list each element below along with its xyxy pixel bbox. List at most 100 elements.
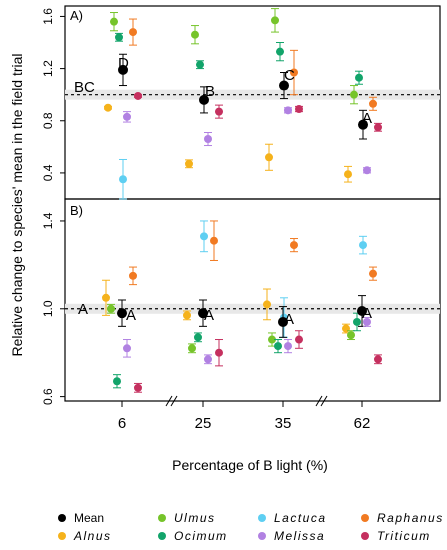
point-a-melissa-6	[123, 111, 131, 123]
letter-a-6: D	[118, 55, 129, 72]
legend-marker-mean	[58, 514, 66, 522]
point-a-triticum-62	[374, 122, 382, 132]
y-tick-label-b-2: 1.4	[41, 212, 55, 229]
point-a-raphanus-35	[290, 49, 298, 96]
point-b-melissa-35	[284, 339, 292, 354]
panel-a-label: A)	[70, 8, 83, 23]
point-b-lactuca-62	[359, 235, 367, 255]
x-axis: 6 25 35 62	[65, 395, 440, 432]
legend-marker-alnus	[58, 532, 66, 540]
legend-marker-raphanus	[361, 514, 369, 522]
point-a-raphanus-6	[129, 18, 137, 46]
y-axis-label: Relative change to species' mean in the …	[9, 53, 25, 356]
panel-a: A) 0.4 0.8 1.2 1.6 D B C A BC	[41, 5, 441, 200]
letter-b-62: A	[362, 305, 372, 322]
point-a-ocimum-25	[196, 60, 204, 70]
point-a-ulmus-6	[110, 12, 118, 32]
letter-a-35: C	[284, 67, 295, 84]
legend-item-melissa: Melissa	[258, 529, 325, 543]
legend-label-ocimum: Ocimum	[174, 529, 228, 543]
point-a-ulmus-35	[271, 8, 279, 33]
legend-marker-melissa	[258, 532, 266, 540]
x-tick-label-35: 35	[275, 415, 292, 432]
legend-label-alnus: Alnus	[73, 529, 112, 543]
legend-label-raphanus: Raphanus	[377, 511, 444, 525]
legend-item-triticum: Triticum	[361, 529, 431, 543]
y-tick-label-b-0: 0.6	[41, 388, 55, 405]
point-a-ocimum-6	[115, 32, 123, 42]
panel-b-label: B)	[70, 203, 83, 218]
point-b-melissa-6	[123, 339, 131, 358]
point-b-alnus-6	[102, 279, 110, 316]
point-a-mean-6	[118, 53, 128, 87]
point-a-triticum-35	[295, 105, 303, 114]
point-a-triticum-6	[134, 91, 142, 100]
legend-label-melissa: Melissa	[274, 529, 325, 543]
point-b-triticum-35	[295, 330, 303, 349]
axis-break-2b	[320, 395, 328, 407]
legend-item-lactuca: Lactuca	[258, 511, 327, 525]
point-b-ocimum-62	[353, 312, 361, 332]
point-a-ocimum-62	[355, 70, 363, 85]
point-b-ocimum-6	[113, 374, 121, 389]
axis-break-1b	[170, 395, 178, 407]
legend-label-ulmus: Ulmus	[174, 511, 216, 525]
legend-marker-ocimum	[158, 532, 166, 540]
point-a-mean-35	[279, 72, 289, 100]
x-tick-label-25: 25	[195, 415, 212, 432]
y-tick-label-a-3: 1.6	[41, 8, 55, 25]
point-b-raphanus-62	[369, 266, 377, 281]
point-b-mean-6	[117, 299, 127, 327]
point-a-alnus-62	[344, 165, 352, 183]
point-b-alnus-62	[342, 323, 350, 334]
point-b-ulmus-35	[268, 332, 276, 347]
point-b-alnus-35	[263, 288, 271, 321]
point-a-alnus-25	[185, 159, 193, 169]
point-a-ulmus-62	[350, 85, 358, 105]
point-b-lactuca-25	[200, 220, 208, 253]
point-b-lactuca-6	[119, 158, 127, 200]
point-a-mean-62	[358, 109, 368, 140]
letter-b-6: A	[126, 307, 136, 324]
point-a-mean-25	[199, 86, 209, 114]
legend-label-triticum: Triticum	[377, 529, 431, 543]
legend-label-mean: Mean	[74, 511, 104, 525]
y-tick-label-a-0: 0.4	[41, 164, 55, 181]
point-b-melissa-25	[204, 354, 212, 365]
legend-item-ocimum: Ocimum	[158, 529, 228, 543]
y-tick-label-b-1: 1.0	[41, 300, 55, 317]
point-b-mean-35	[278, 306, 288, 338]
point-b-melissa-62	[363, 317, 371, 327]
legend-marker-lactuca	[258, 514, 266, 522]
letter-a-62: A	[362, 110, 372, 127]
letter-b-25: A	[204, 307, 214, 324]
x-axis-label: Percentage of B light (%)	[172, 457, 328, 473]
axis-break-1	[165, 395, 173, 407]
point-a-triticum-25	[215, 104, 223, 119]
letter-a-ref: BC	[74, 79, 95, 96]
y-tick-label-a-1: 0.8	[41, 112, 55, 129]
point-b-ulmus-25	[188, 343, 196, 354]
point-b-raphanus-6	[129, 266, 137, 286]
point-b-mean-25	[198, 299, 208, 327]
point-a-alnus-35	[265, 143, 273, 171]
point-b-ocimum-25	[194, 332, 202, 343]
legend-label-lactuca: Lactuca	[274, 511, 327, 525]
point-b-raphanus-25	[210, 220, 218, 261]
legend-marker-ulmus	[158, 514, 166, 522]
point-a-ulmus-25	[191, 25, 199, 45]
letter-b-35: A	[284, 311, 294, 328]
x-tick-label-6: 6	[118, 415, 126, 432]
legend: Mean Ulmus Lactuca Raphanus Alnus Ocimum Melis…	[58, 511, 444, 543]
legend-item-raphanus: Raphanus	[361, 511, 444, 525]
point-a-alnus-6	[104, 103, 112, 112]
point-b-ulmus-62	[347, 330, 355, 341]
point-b-triticum-6	[134, 382, 142, 393]
point-b-raphanus-35	[290, 238, 298, 253]
point-b-alnus-25	[183, 310, 191, 321]
point-a-ocimum-35	[276, 42, 284, 62]
y-tick-label-a-2: 1.2	[41, 60, 55, 77]
panel-b: B) 0.6 1.0 1.4 A A A A A	[41, 158, 441, 405]
legend-marker-triticum	[361, 532, 369, 540]
